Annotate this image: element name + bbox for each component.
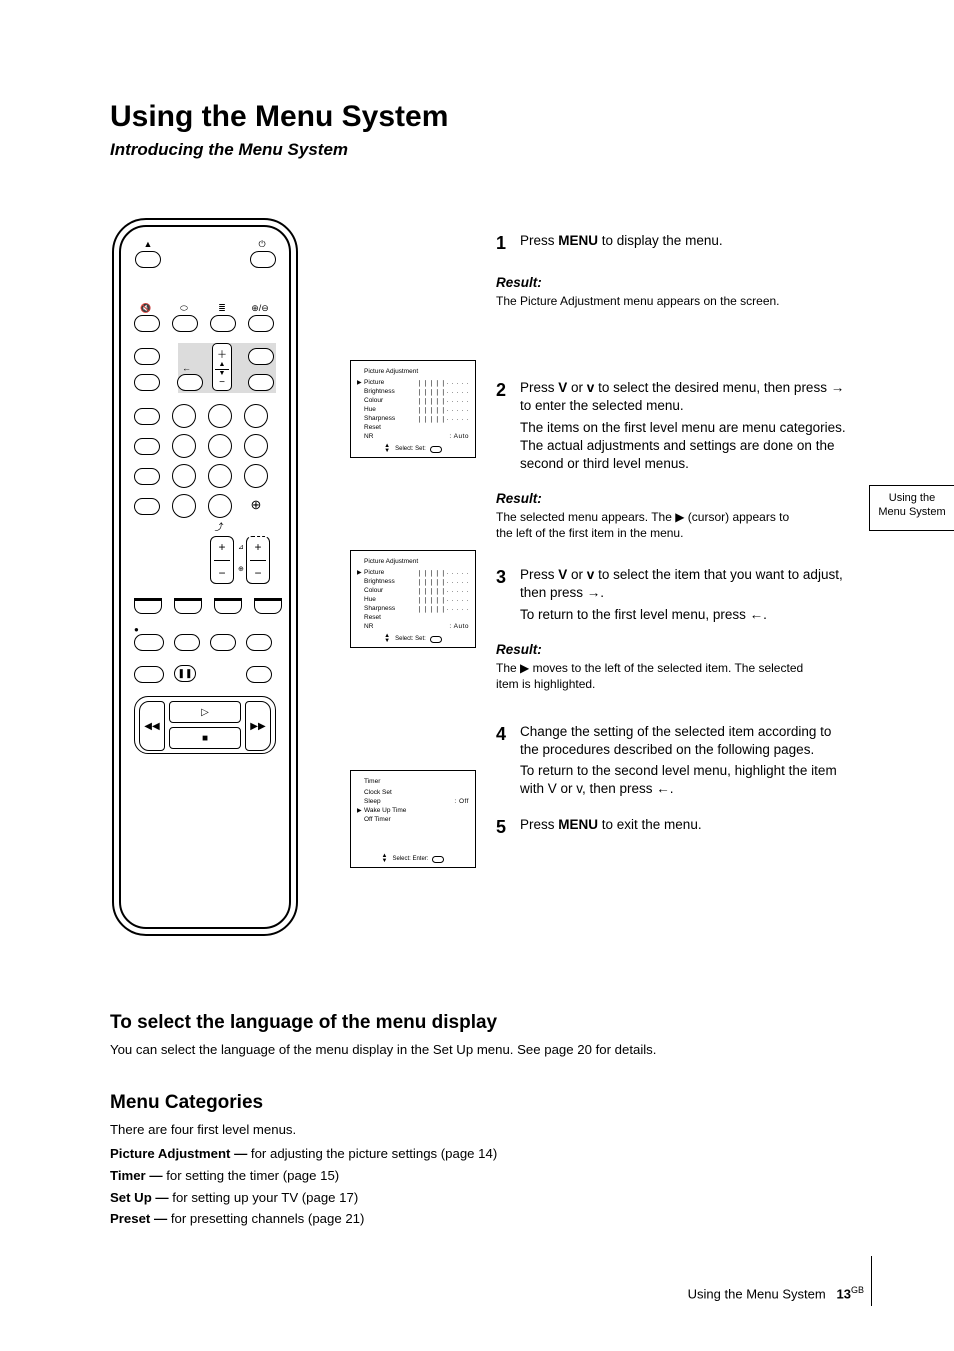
- num-5: [208, 434, 232, 458]
- vcr-btn-1: [174, 634, 200, 651]
- category-item: Timer — for setting the timer (page 15): [110, 1167, 850, 1185]
- step-note: The items on the first level menu are me…: [520, 419, 848, 472]
- num-8: [208, 464, 232, 488]
- category-item: Preset — for presetting channels (page 2…: [110, 1210, 850, 1228]
- menu-screen-3: TimerClock SetSleep: Off▶Wake Up TimeOff…: [350, 770, 476, 868]
- page-subtitle: Introducing the Menu System: [110, 140, 348, 160]
- bottom-btn-r: [246, 666, 272, 683]
- menu-screen-1: Picture Adjustment▶Picture❘❘❘❘❘· · · · ·…: [350, 360, 476, 458]
- category-item: Set Up — for setting up your TV (page 17…: [110, 1189, 850, 1207]
- page-number: 13: [837, 1286, 851, 1301]
- side-btn-2: [134, 438, 160, 455]
- category-item: Picture Adjustment — for adjusting the p…: [110, 1145, 850, 1163]
- step-lead: Change the setting of the selected item …: [520, 723, 848, 759]
- steps-column: 1 Press MENU to display the menu. Result…: [496, 232, 848, 858]
- result-text: The ▶ moves to the left of the selected …: [496, 661, 806, 693]
- side-btn-4: [134, 498, 160, 515]
- result-heading: Result:: [496, 641, 848, 659]
- enter-icon: ⊕: [245, 498, 267, 511]
- menu-categories-section: Menu Categories There are four first lev…: [110, 1090, 850, 1232]
- side-tab: Using the Menu System: [869, 485, 954, 531]
- result-text: The selected menu appears. The ▶ (cursor…: [496, 510, 806, 542]
- footer-rule: [871, 1256, 872, 1306]
- input-icon: ⊕/⊖: [248, 304, 272, 313]
- input-button: [248, 315, 274, 332]
- mute-icon: 🔇: [138, 304, 154, 313]
- side-btn-1: [134, 408, 160, 425]
- language-section: To select the language of the menu displ…: [110, 1010, 850, 1059]
- page: Using the Menu System Using the Menu Sys…: [0, 0, 954, 1351]
- footer-label: Using the Menu System: [688, 1286, 826, 1301]
- left-button: [177, 374, 203, 391]
- jump-icon: ⤴: [212, 523, 226, 532]
- num-4: [172, 434, 196, 458]
- step: 3 Press V or v to select the item that y…: [496, 566, 848, 623]
- page-title: Using the Menu System: [110, 100, 448, 134]
- menu-button: [134, 348, 160, 365]
- updown-rocker: ＋▲▼−: [212, 343, 232, 391]
- num-6: [244, 434, 268, 458]
- teletext-icon: ≣: [214, 304, 230, 313]
- display-icon: ⬭: [176, 304, 192, 313]
- vcr-btn-2: [210, 634, 236, 651]
- section-body: You can select the language of the menu …: [110, 1041, 850, 1059]
- num-0: [208, 494, 232, 518]
- ok-button-1: [248, 348, 274, 365]
- step: 5 Press MENU to exit the menu.: [496, 816, 848, 840]
- power-icon: ⏻: [252, 240, 272, 249]
- result-text: The Picture Adjustment menu appears on t…: [496, 294, 806, 310]
- pause-button: ❚❚: [174, 665, 196, 682]
- step-note: To return to the first level menu, press…: [520, 606, 848, 624]
- num-7: [172, 464, 196, 488]
- transport-panel: ◀◀ ▷ ■ ▶▶: [134, 696, 276, 754]
- result-heading: Result:: [496, 490, 848, 508]
- power-button: [250, 251, 276, 268]
- menu-screen-2: Picture Adjustment▶Picture❘❘❘❘❘· · · · ·…: [350, 550, 476, 648]
- blank-button-a: [134, 374, 160, 391]
- eject-button: [135, 251, 161, 268]
- play-button: ▷: [169, 701, 241, 723]
- result-heading: Result:: [496, 274, 848, 292]
- num-3: [244, 404, 268, 428]
- ffwd-button: ▶▶: [245, 701, 271, 751]
- remote-control-diagram: ▲ ⏻ 🔇 ⬭ ≣ ⊕/⊖ ← ＋▲▼−: [112, 218, 298, 936]
- num-dash: [172, 494, 196, 518]
- step: 2 Press V or v to select the desired men…: [496, 379, 848, 472]
- step-lead: Press MENU to exit the menu.: [520, 816, 848, 834]
- step: 4 Change the setting of the selected ite…: [496, 723, 848, 798]
- vol-rocker: +−: [210, 536, 234, 584]
- step: 1 Press MENU to display the menu.: [496, 232, 848, 256]
- step-lead: Press MENU to display the menu.: [520, 232, 848, 250]
- stop-button: ■: [169, 727, 241, 749]
- num-1: [172, 404, 196, 428]
- num-9: [244, 464, 268, 488]
- side-btn-3: [134, 468, 160, 485]
- color-tabs: [134, 598, 282, 614]
- mute-button: [134, 315, 160, 332]
- rec-button: [134, 634, 164, 651]
- step-note: To return to the second level menu, high…: [520, 762, 848, 798]
- section-title: Menu Categories: [110, 1090, 850, 1115]
- prog-rocker: +−: [246, 536, 270, 584]
- display-button: [172, 315, 198, 332]
- teletext-button: [210, 315, 236, 332]
- section-title: To select the language of the menu displ…: [110, 1010, 850, 1035]
- bottom-btn-l: [134, 666, 164, 683]
- vcr-btn-3: [246, 634, 272, 651]
- eject-icon: ▲: [138, 240, 158, 249]
- rewind-button: ◀◀: [139, 701, 165, 751]
- footer: Using the Menu System 13GB: [688, 1285, 864, 1301]
- num-2: [208, 404, 232, 428]
- step-lead: Press V or v to select the item that you…: [520, 566, 848, 602]
- section-intro: There are four first level menus.: [110, 1121, 850, 1139]
- ok-button-2: [248, 374, 274, 391]
- step-lead: Press V or v to select the desired menu,…: [520, 379, 848, 415]
